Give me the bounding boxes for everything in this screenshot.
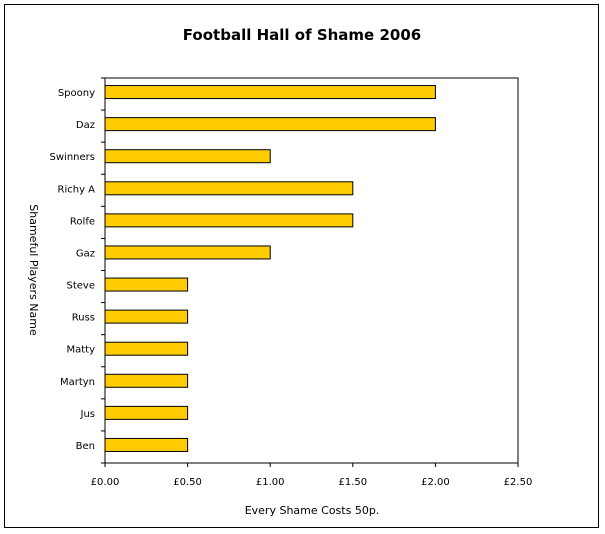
bar-spoony [104,85,436,100]
x-tick-label: £1.00 [256,477,285,488]
bar-rolfe [104,213,354,228]
bar-steve [104,277,189,292]
x-axis-title: Every Shame Costs 50p. [245,504,380,517]
category-label-rolfe: Rolfe [70,216,95,227]
y-axis-title: Shameful Players Name [27,204,40,336]
bar-richy-a [104,181,354,196]
bar-gaz [104,245,271,260]
x-tick-label: £2.50 [504,477,533,488]
bar-ben [104,437,189,452]
category-label-daz: Daz [76,120,95,131]
category-label-ben: Ben [76,441,95,452]
bars-group [104,85,436,452]
chart-title: Football Hall of Shame 2006 [183,26,421,44]
bar-russ [104,309,189,324]
category-label-spoony: Spoony [58,88,95,99]
x-tick-label: £0.50 [173,477,202,488]
category-label-martyn: Martyn [60,377,95,388]
x-tick-label: £2.00 [421,477,450,488]
x-tick-label: £0.00 [91,477,120,488]
category-label-matty: Matty [66,345,95,356]
category-label-richy-a: Richy A [58,184,96,195]
bar-swinners [104,149,271,164]
bar-jus [104,405,189,420]
category-label-gaz: Gaz [76,248,95,259]
bar-matty [104,341,189,356]
x-tick-label: £1.50 [338,477,367,488]
plot-area [104,77,519,464]
category-label-jus: Jus [80,409,96,420]
bar-daz [104,117,436,132]
category-label-russ: Russ [72,313,95,324]
category-labels: Spoony Daz Swinners Richy A Rolfe Gaz Steve Rus… [50,88,96,452]
category-label-steve: Steve [67,281,96,292]
x-axis-ticks: £0.00 £0.50 £1.00 £1.50 £2.00 £2.50 [91,77,533,488]
bar-martyn [104,373,189,388]
category-label-swinners: Swinners [50,152,95,163]
